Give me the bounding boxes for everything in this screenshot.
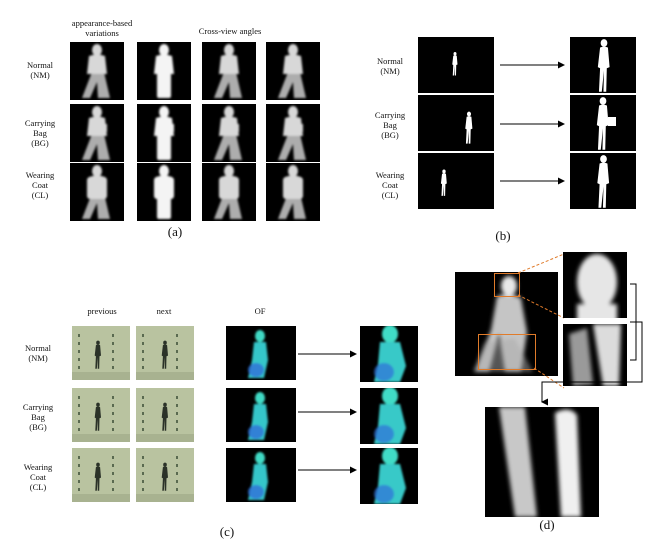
caption-d: (d) [539, 517, 555, 532]
row-label-bg-c: Carrying Bag (BG) [22, 402, 54, 432]
silhouette-large-cl [570, 153, 636, 209]
silhouette-small-cl [418, 153, 494, 209]
optical-flow-large-bg [360, 388, 418, 444]
video-frame-prev-nm [72, 326, 130, 380]
silhouette-small-nm [418, 37, 494, 93]
gei-nm-3 [266, 42, 320, 100]
gei-nm-2 [202, 42, 256, 100]
video-frame-next-nm [136, 326, 194, 380]
bracket-arrow [541, 283, 643, 406]
row-label-cl-b: Wearing Coat (CL) [375, 170, 405, 200]
highlight-box-legs [478, 334, 536, 370]
header-next: next [156, 306, 172, 316]
gei-cl-1 [137, 163, 191, 221]
optical-flow-cl [226, 448, 296, 502]
row-label-cl: Wearing Coat (CL) [25, 170, 55, 200]
row-label-cl-c: Wearing Coat (CL) [23, 462, 53, 492]
optical-flow-nm [226, 326, 296, 380]
gei-bg-3 [266, 104, 320, 162]
row-label-bg-b: Carrying Bag (BG) [374, 110, 406, 140]
gei-nm-1 [137, 42, 191, 100]
gei-nm-0 [70, 42, 124, 100]
gei-full-image [455, 272, 558, 376]
silhouette-small-bg [418, 95, 494, 151]
row-label-nm-c: Normal (NM) [25, 343, 51, 363]
optical-flow-large-nm [360, 326, 418, 382]
gei-cl-2 [202, 163, 256, 221]
gei-cl-0 [70, 163, 124, 221]
caption-b: (b) [495, 228, 511, 243]
header-of: OF [254, 306, 266, 316]
zoom-guides [517, 253, 565, 389]
zoom-fused [485, 407, 599, 517]
header-appearance-variations: appearance-based variations [71, 18, 133, 38]
gei-bg-2 [202, 104, 256, 162]
silhouette-large-bg [570, 95, 636, 151]
highlight-box-head [494, 273, 520, 297]
silhouette-large-nm [570, 37, 636, 93]
video-frame-next-cl [136, 448, 194, 502]
gei-bg-1 [137, 104, 191, 162]
header-previous: previous [87, 306, 117, 316]
gei-cl-3 [266, 163, 320, 221]
zoom-legs [563, 324, 627, 386]
caption-a: (a) [167, 224, 183, 239]
video-frame-prev-bg [72, 388, 130, 442]
row-label-bg: Carrying Bag (BG) [24, 118, 56, 148]
video-frame-prev-cl [72, 448, 130, 502]
optical-flow-large-cl [360, 448, 418, 504]
header-cross-view-angles: Cross-view angles [198, 26, 262, 36]
optical-flow-bg [226, 388, 296, 442]
video-frame-next-bg [136, 388, 194, 442]
arrows-c [298, 350, 357, 474]
arrows-b [500, 61, 565, 185]
row-label-nm: Normal (NM) [27, 60, 53, 80]
row-label-nm-b: Normal (NM) [377, 56, 403, 76]
zoom-head [563, 252, 627, 318]
caption-c: (c) [219, 524, 235, 539]
gei-bg-0 [70, 104, 124, 162]
